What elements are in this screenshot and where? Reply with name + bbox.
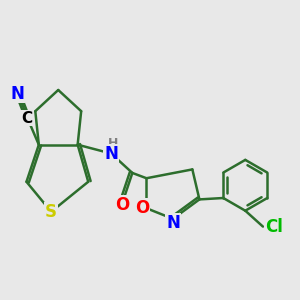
Text: H: H — [108, 137, 118, 150]
Text: N: N — [166, 214, 180, 232]
Text: Cl: Cl — [265, 218, 283, 236]
Text: N: N — [11, 85, 25, 103]
Text: C: C — [21, 111, 32, 126]
Text: S: S — [45, 203, 57, 221]
Text: O: O — [115, 196, 129, 214]
Text: N: N — [104, 145, 118, 163]
Text: O: O — [135, 199, 149, 217]
